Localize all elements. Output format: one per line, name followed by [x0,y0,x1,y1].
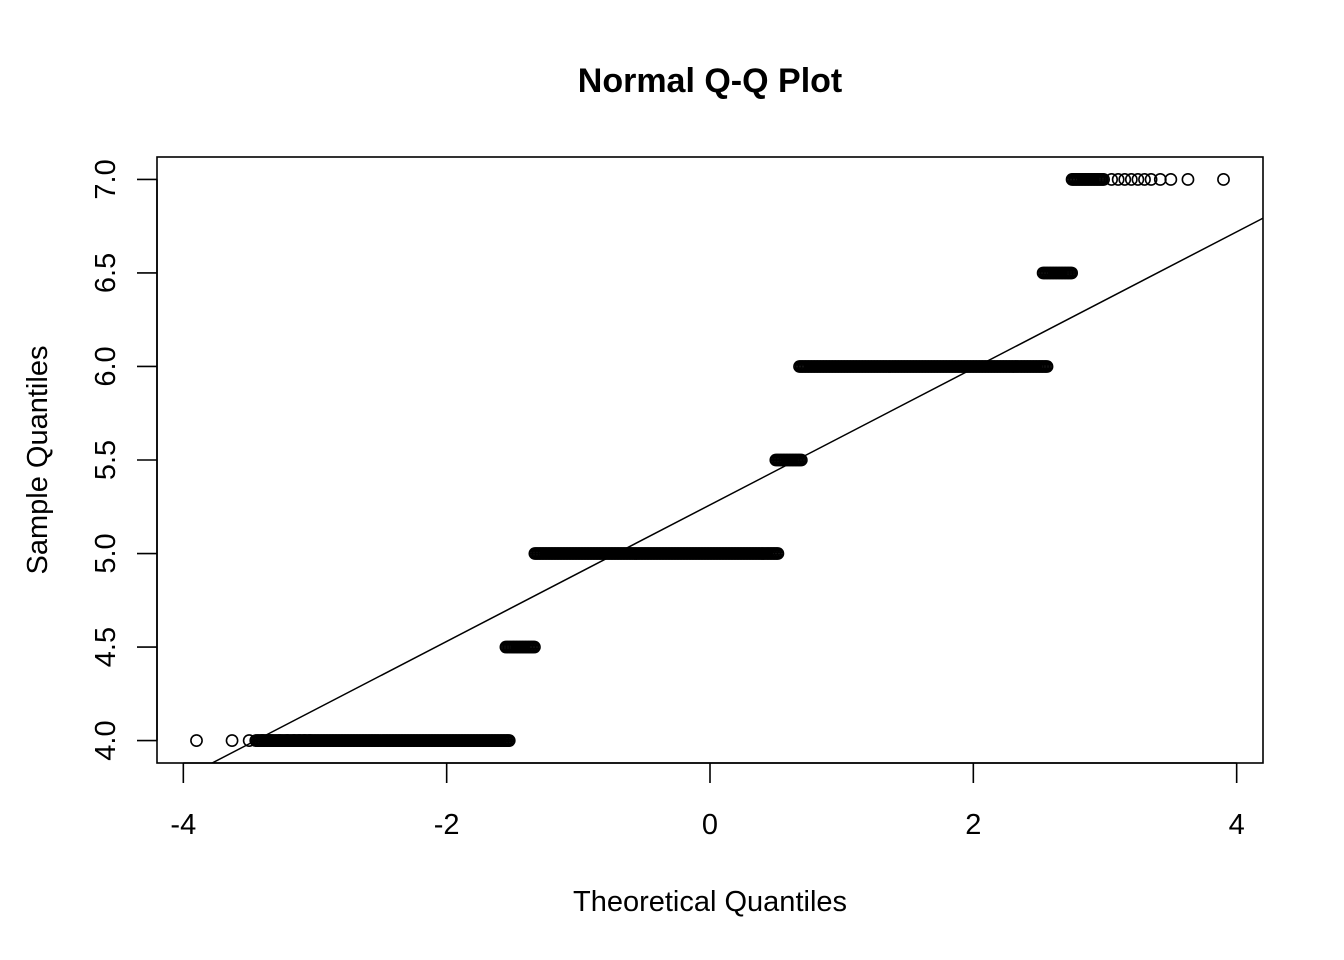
x-tick-label: 2 [965,809,981,841]
y-axis-label: Sample Quantiles [22,346,54,575]
data-point [255,734,269,747]
data-point [1164,173,1178,186]
data-point [794,453,808,467]
data-point [1118,173,1132,186]
points-layer [190,173,1230,747]
x-tick-label: -4 [170,809,196,841]
x-axis: -4 -2 0 2 4 [170,762,1245,841]
x-tick-label: 0 [702,809,718,841]
y-tick-label: 4.5 [90,627,122,667]
data-point [273,734,286,747]
data-point [1105,173,1118,186]
data-point [1144,173,1158,186]
data-point [1097,173,1110,186]
y-tick-label: 6.0 [90,346,122,386]
data-point [298,734,311,747]
data-point [1131,173,1145,186]
data-point [1040,360,1054,373]
chart-title: Normal Q-Q Plot [578,62,842,100]
data-point [1138,173,1151,186]
reference-line-layer [210,217,1263,763]
data-point [502,734,516,747]
y-tick-label: 5.0 [90,533,122,573]
y-tick-label: 7.0 [90,159,122,199]
data-point [225,734,239,747]
data-point [1065,266,1079,280]
data-point [242,734,256,747]
data-point [771,547,785,560]
data-point [190,734,203,747]
y-tick-label: 6.5 [90,253,122,293]
x-axis-label: Theoretical Quantiles [573,886,847,918]
data-point [303,734,317,747]
x-tick-label: 4 [1229,809,1245,841]
data-point [1124,173,1138,186]
data-point [1217,173,1230,186]
data-point [265,734,278,747]
y-tick-label: 5.5 [90,440,122,480]
data-point [1181,173,1195,186]
qq-reference-line [210,217,1263,763]
data-point [528,640,541,654]
y-axis: 4.0 4.5 5.0 5.5 6.0 6.5 7.0 [90,159,158,761]
data-point [1111,173,1125,186]
plot-frame [156,156,1264,764]
y-tick-label: 4.0 [90,720,122,760]
x-tick-label: -2 [434,809,460,841]
